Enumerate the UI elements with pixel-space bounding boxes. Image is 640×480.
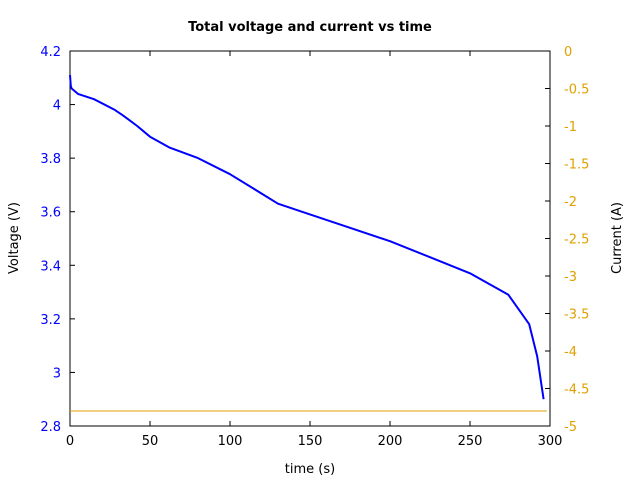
x-axis-label: time (s) — [285, 462, 335, 477]
series-layer — [69, 75, 547, 412]
y-axis-ticks: 4.2 4 3.8 3.6 3.4 3.2 3 2.8 — [40, 45, 75, 435]
chart-title: Total voltage and current vs time — [188, 20, 432, 35]
y2-tick-label: 0 — [564, 45, 572, 60]
x-tick-label: 50 — [142, 434, 159, 449]
y2-tick-label: -1 — [564, 120, 577, 135]
y-axis-label: Voltage (V) — [7, 202, 22, 274]
y2-tick-label: -3.5 — [564, 308, 589, 323]
y2-tick-label: -1.5 — [564, 158, 589, 173]
y-tick-label: 3.2 — [40, 313, 61, 328]
y-tick-label: 3 — [53, 366, 61, 381]
x-tick-label: 250 — [458, 434, 483, 449]
y2-tick-label: -4.5 — [564, 383, 589, 398]
plot-frame — [69, 50, 551, 427]
y-tick-label: 3.6 — [40, 206, 61, 221]
y2-tick-label: -4 — [564, 345, 577, 360]
voltage-series-line — [69, 75, 545, 400]
y2-tick-label: -3 — [564, 270, 577, 285]
x-axis-ticks: 0 50 100 150 200 250 300 — [66, 51, 563, 449]
y-tick-label: 3.4 — [40, 259, 61, 274]
y2-tick-label: -0.5 — [564, 83, 589, 98]
y2-axis-ticks: 0 -0.5 -1 -1.5 -2 -2.5 -3 -3.5 -4 -4.5 -5 — [545, 45, 589, 435]
x-tick-label: 100 — [218, 434, 243, 449]
x-tick-label: 0 — [66, 434, 74, 449]
y-tick-label: 4 — [53, 99, 61, 114]
y-tick-label: 3.8 — [40, 152, 61, 167]
y-tick-label: 2.8 — [40, 420, 61, 435]
y2-tick-label: -2 — [564, 195, 577, 210]
x-tick-label: 300 — [538, 434, 563, 449]
y2-tick-label: -2.5 — [564, 233, 589, 248]
y2-tick-label: -5 — [564, 420, 577, 435]
x-tick-label: 150 — [298, 434, 323, 449]
y-tick-label: 4.2 — [40, 45, 61, 60]
x-tick-label: 200 — [378, 434, 403, 449]
y2-axis-label: Current (A) — [610, 202, 625, 274]
